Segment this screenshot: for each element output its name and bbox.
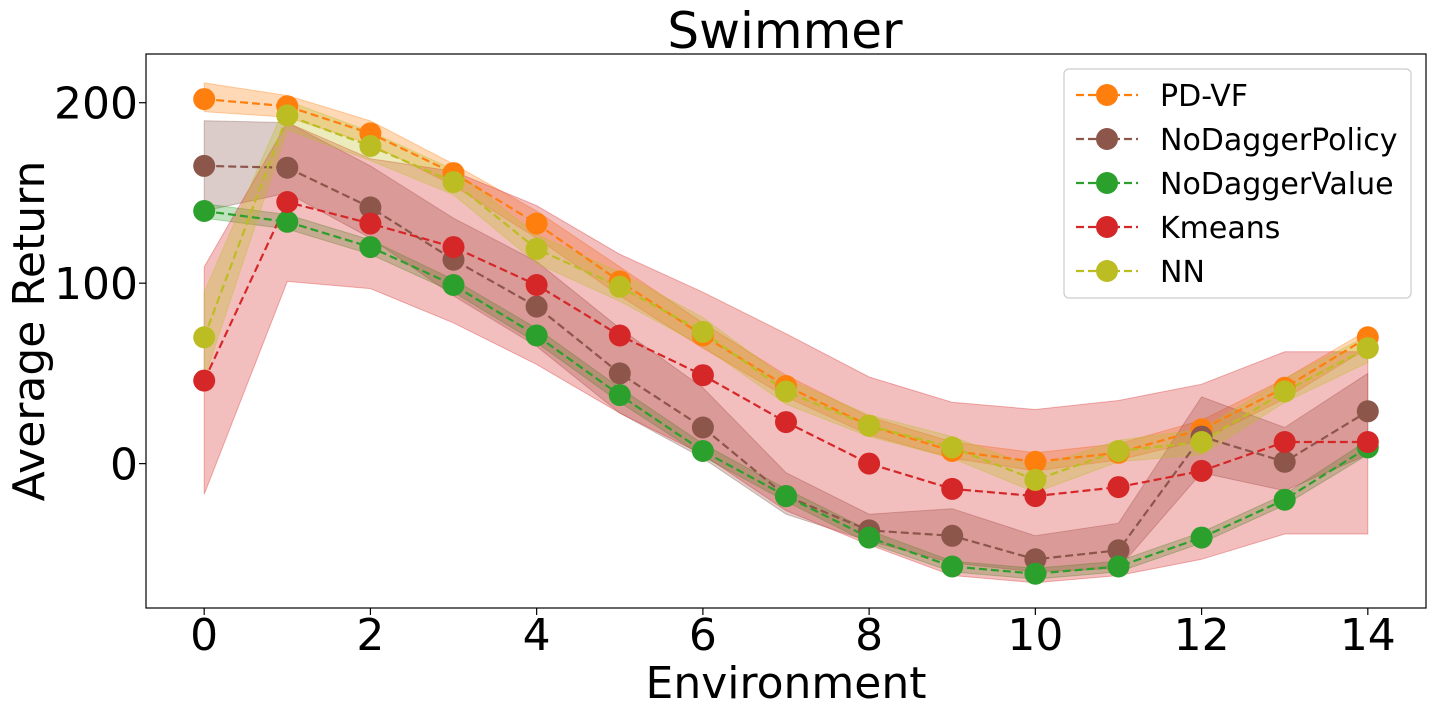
- point-kmeans-5: [608, 324, 631, 347]
- legend-label-nodaggerpolicy: NoDaggerPolicy: [1160, 123, 1397, 158]
- point-nn-10: [1024, 468, 1047, 491]
- point-nodaggervalue-10: [1024, 562, 1047, 585]
- point-kmeans-2: [359, 212, 382, 235]
- point-nn-5: [608, 275, 631, 298]
- legend-label-pd-vf: PD-VF: [1160, 79, 1248, 114]
- point-kmeans-10: [1024, 485, 1047, 508]
- line-nodaggervalue: [204, 209, 1369, 575]
- point-nn-9: [941, 436, 964, 459]
- point-nodaggerpolicy-4: [525, 295, 548, 318]
- legend-marker-kmeans: [1096, 216, 1118, 238]
- band-kmeans: [203, 121, 1369, 584]
- point-nn-8: [858, 414, 881, 437]
- point-nodaggervalue-5: [608, 384, 631, 407]
- line-pd-vf: [204, 98, 1369, 463]
- point-nn-4: [525, 237, 548, 260]
- legend-marker-nodaggerpolicy: [1096, 128, 1118, 150]
- point-nn-12: [1190, 431, 1213, 453]
- x-tick-label-10: 10: [1007, 610, 1063, 661]
- point-kmeans-13: [1273, 431, 1296, 453]
- point-nodaggerpolicy-14: [1356, 400, 1379, 423]
- point-kmeans-9: [941, 477, 964, 500]
- x-tick-label-4: 4: [523, 610, 551, 661]
- x-tick-label-12: 12: [1174, 610, 1230, 661]
- legend: PD-VF NoDaggerPolicy NoDaggerValue Kmeans NN: [1063, 68, 1412, 299]
- point-nodaggerpolicy-1: [276, 156, 299, 179]
- point-kmeans-8: [858, 452, 881, 475]
- point-nn-11: [1107, 440, 1130, 462]
- point-kmeans-12: [1190, 459, 1213, 482]
- point-nodaggerpolicy-13: [1273, 450, 1296, 473]
- point-nodaggervalue-9: [941, 555, 964, 578]
- point-nodaggervalue-12: [1190, 526, 1213, 549]
- point-kmeans-7: [775, 411, 797, 434]
- legend-label-kmeans: Kmeans: [1160, 211, 1280, 246]
- point-nodaggerpolicy-6: [691, 416, 714, 439]
- point-nn-2: [359, 135, 382, 157]
- point-kmeans-1: [276, 191, 299, 213]
- plot-frame: [145, 53, 1427, 609]
- point-nn-1: [276, 104, 299, 127]
- point-nn-0: [193, 326, 216, 349]
- point-pd-vf-10: [1024, 450, 1047, 473]
- point-nodaggervalue-13: [1273, 488, 1296, 511]
- point-nodaggerpolicy-11: [1107, 539, 1130, 562]
- point-nn-6: [691, 320, 714, 343]
- x-axis-ticks: 0 2 4 6 8 10 12 14: [190, 608, 1396, 661]
- point-nn-7: [775, 380, 797, 403]
- y-tick-label-100: 100: [54, 259, 138, 310]
- point-nodaggervalue-11: [1107, 555, 1130, 578]
- point-nodaggervalue-0: [193, 200, 216, 222]
- point-kmeans-6: [691, 364, 714, 387]
- y-axis-ticks: 0 100 200: [54, 79, 146, 491]
- legend-marker-nn: [1096, 260, 1118, 282]
- legend-label-nn: NN: [1160, 255, 1205, 290]
- x-tick-label-6: 6: [689, 610, 717, 661]
- point-nn-14: [1356, 337, 1379, 360]
- y-axis-label: Average Return: [4, 161, 55, 502]
- legend-marker-pd-vf: [1096, 84, 1118, 106]
- point-kmeans-14: [1356, 431, 1379, 453]
- y-tick-label-200: 200: [54, 79, 138, 130]
- line-nodaggerpolicy: [204, 164, 1369, 561]
- point-pd-vf-4: [525, 212, 548, 235]
- x-tick-label-2: 2: [356, 610, 384, 661]
- y-tick-label-0: 0: [110, 440, 138, 491]
- point-nodaggerpolicy-5: [608, 362, 631, 385]
- point-nodaggervalue-4: [525, 324, 548, 347]
- point-nodaggervalue-3: [442, 274, 465, 296]
- point-nodaggerpolicy-0: [193, 154, 216, 177]
- x-tick-label-8: 8: [855, 610, 883, 661]
- point-kmeans-3: [442, 236, 465, 259]
- x-tick-label-0: 0: [190, 610, 218, 661]
- point-kmeans-11: [1107, 476, 1130, 499]
- point-nodaggervalue-8: [858, 526, 881, 549]
- x-axis-label: Environment: [646, 658, 927, 709]
- point-nodaggervalue-2: [359, 236, 382, 259]
- point-nodaggervalue-7: [775, 485, 797, 508]
- point-nodaggerpolicy-2: [359, 196, 382, 219]
- point-nodaggervalue-6: [691, 440, 714, 462]
- chart-title: Swimmer: [667, 2, 903, 60]
- point-pd-vf-0: [193, 88, 216, 111]
- point-nn-3: [442, 171, 465, 194]
- point-kmeans-0: [193, 369, 216, 392]
- legend-label-nodaggervalue: NoDaggerValue: [1160, 167, 1394, 202]
- series-markers: [193, 88, 1379, 585]
- point-kmeans-4: [525, 274, 548, 296]
- legend-box: [1063, 68, 1412, 299]
- point-nodaggerpolicy-9: [941, 524, 964, 547]
- point-nodaggervalue-1: [276, 210, 299, 233]
- point-nn-13: [1273, 380, 1296, 403]
- legend-marker-nodaggervalue: [1096, 172, 1118, 194]
- x-tick-label-14: 14: [1340, 610, 1396, 661]
